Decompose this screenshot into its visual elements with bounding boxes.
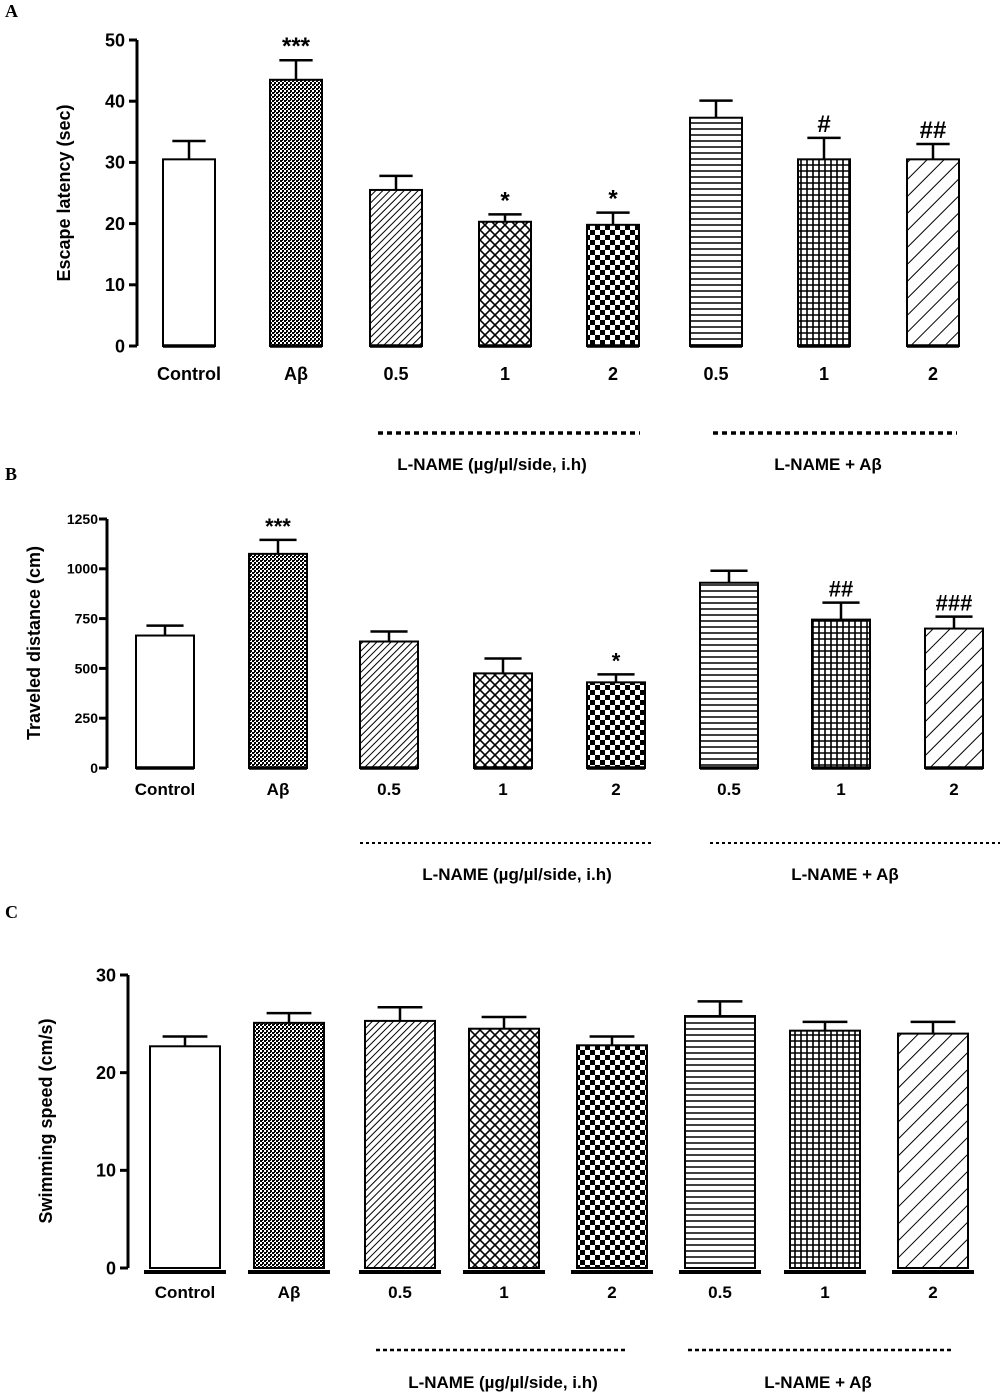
bar (269, 78, 323, 347)
significance-marker: * (608, 186, 618, 213)
category-label: Control (155, 1283, 215, 1302)
y-tick-label: 10 (105, 275, 125, 295)
bar (797, 158, 851, 347)
bar (586, 223, 640, 348)
bar (586, 681, 646, 769)
bar (473, 672, 533, 770)
bar (684, 1015, 756, 1270)
bar (359, 640, 419, 769)
bar (478, 220, 532, 348)
category-label: 0.5 (377, 780, 401, 799)
bar (789, 1029, 861, 1270)
bar (897, 1032, 969, 1269)
significance-marker: *** (282, 33, 311, 60)
category-label: Aβ (284, 364, 308, 384)
category-label: Aβ (278, 1283, 301, 1302)
y-tick-label: 1250 (67, 511, 98, 527)
panel-letter: C (5, 902, 18, 922)
y-tick-label: 0 (90, 760, 98, 776)
bar (162, 158, 216, 347)
bar (468, 1027, 540, 1270)
y-axis-label: Swimming speed (cm/s) (36, 1018, 56, 1223)
bar (135, 634, 195, 769)
category-label: 2 (928, 1283, 937, 1302)
panel-letter: A (5, 1, 18, 21)
category-label: 0.5 (703, 364, 728, 384)
bar (811, 618, 871, 770)
group-label: L-NAME (µg/µl/side, i.h) (422, 865, 612, 884)
bar (364, 1019, 436, 1269)
category-label: Aβ (267, 780, 290, 799)
y-tick-label: 0 (115, 336, 125, 356)
group-label: L-NAME + Aβ (774, 455, 882, 474)
significance-marker: ### (936, 591, 973, 616)
category-label: 2 (608, 364, 618, 384)
category-label: 2 (611, 780, 620, 799)
bar (248, 552, 308, 769)
category-label: 1 (499, 1283, 508, 1302)
bar (924, 627, 984, 769)
bar (906, 158, 960, 347)
category-label: Control (157, 364, 221, 384)
bar (689, 116, 743, 347)
y-tick-label: 50 (105, 30, 125, 50)
bar (369, 188, 423, 347)
category-label: 1 (820, 1283, 829, 1302)
y-tick-label: 10 (96, 1161, 116, 1181)
y-tick-label: 20 (96, 1063, 116, 1083)
category-label: 0.5 (383, 364, 408, 384)
bar (699, 581, 759, 770)
y-tick-label: 750 (75, 611, 99, 627)
panel-letter: B (5, 464, 17, 484)
group-label: L-NAME (µg/µl/side, i.h) (397, 455, 587, 474)
group-label: L-NAME (µg/µl/side, i.h) (408, 1373, 598, 1392)
y-tick-label: 250 (75, 710, 99, 726)
y-tick-label: 30 (105, 153, 125, 173)
category-label: 2 (928, 364, 938, 384)
significance-marker: * (612, 648, 621, 673)
bar (576, 1044, 648, 1269)
y-tick-label: 500 (75, 660, 99, 676)
category-label: 2 (607, 1283, 616, 1302)
category-label: 1 (836, 780, 845, 799)
significance-marker: * (500, 187, 510, 214)
category-label: 2 (949, 780, 958, 799)
category-label: 0.5 (388, 1283, 412, 1302)
group-label: L-NAME + Aβ (791, 865, 899, 884)
category-label: 1 (500, 364, 510, 384)
significance-marker: # (817, 111, 830, 138)
bar (149, 1045, 221, 1269)
y-axis-label: Escape latency (sec) (54, 104, 74, 281)
y-tick-label: 30 (96, 965, 116, 985)
significance-marker: *** (265, 514, 291, 539)
category-label: 1 (498, 780, 507, 799)
y-tick-label: 20 (105, 214, 125, 234)
y-tick-label: 0 (106, 1258, 116, 1278)
y-axis-label: Traveled distance (cm) (24, 546, 44, 740)
significance-marker: ## (829, 577, 853, 602)
y-tick-label: 1000 (67, 561, 98, 577)
group-label: L-NAME + Aβ (764, 1373, 872, 1392)
y-tick-label: 40 (105, 92, 125, 112)
category-label: 1 (819, 364, 829, 384)
significance-marker: ## (920, 117, 947, 144)
category-label: 0.5 (708, 1283, 732, 1302)
category-label: 0.5 (717, 780, 741, 799)
bar (253, 1021, 325, 1270)
category-label: Control (135, 780, 195, 799)
